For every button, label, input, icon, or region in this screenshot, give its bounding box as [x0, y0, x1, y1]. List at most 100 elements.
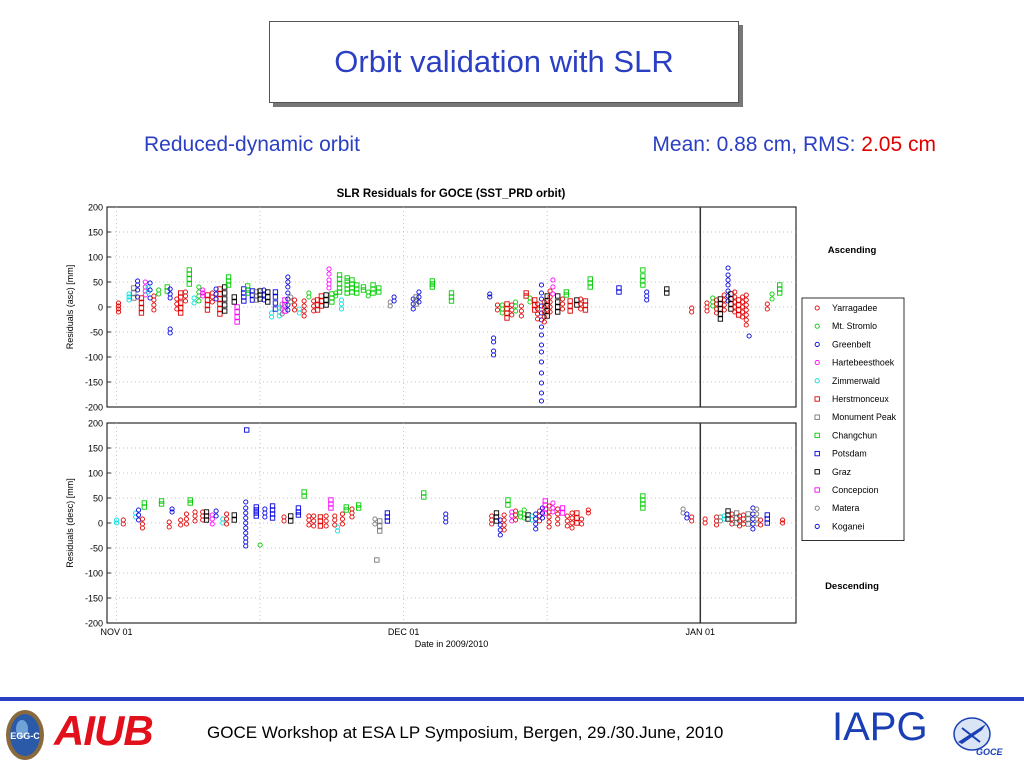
data-point — [559, 296, 566, 302]
data-point — [489, 513, 495, 519]
data-point — [538, 370, 545, 376]
data-point — [538, 398, 545, 404]
legend-entry: Yarragadee — [832, 303, 877, 313]
data-point — [374, 557, 380, 563]
data-point — [314, 302, 321, 308]
data-point — [135, 278, 141, 284]
stats-prefix: Mean: 0.88 cm, RMS: — [652, 133, 862, 156]
chart-title: SLR Residuals for GOCE (SST_PRD orbit) — [337, 188, 566, 200]
data-point — [213, 508, 219, 514]
data-point — [538, 380, 545, 386]
data-point — [138, 305, 145, 311]
data-point — [209, 299, 215, 305]
data-point — [231, 299, 237, 305]
data-point — [317, 523, 324, 529]
legend-entry: Graz — [832, 467, 851, 477]
panel-label-ascending: Ascending — [828, 245, 877, 256]
data-point — [323, 518, 329, 524]
data-point — [253, 504, 259, 510]
data-point — [585, 507, 591, 513]
data-point — [269, 503, 276, 509]
egg-c-logo-icon: EGG-C — [6, 710, 44, 760]
data-point — [296, 306, 302, 312]
x-tick-label: NOV 01 — [101, 627, 133, 637]
legend-entry: Zimmerwald — [832, 376, 880, 386]
data-point — [491, 348, 497, 354]
legend-marker — [814, 305, 820, 311]
data-point — [178, 290, 184, 296]
data-point — [234, 314, 240, 320]
data-point — [372, 516, 378, 522]
data-point — [147, 287, 153, 293]
iapg-logo: IAPG — [832, 705, 928, 749]
data-point — [323, 523, 329, 529]
data-point — [535, 301, 541, 307]
data-point — [288, 299, 294, 305]
data-point — [243, 499, 249, 505]
y-tick-label: -100 — [85, 353, 103, 363]
data-point — [664, 286, 670, 292]
data-point — [587, 276, 593, 282]
data-point — [166, 519, 172, 525]
data-point — [183, 521, 189, 527]
data-point — [139, 516, 145, 522]
data-point — [416, 294, 422, 300]
data-point — [735, 302, 742, 308]
y-tick-label: 150 — [88, 228, 103, 238]
data-point — [231, 294, 237, 300]
data-point — [311, 518, 317, 524]
data-point — [174, 306, 180, 312]
legend-marker — [814, 341, 820, 347]
data-point — [429, 278, 436, 284]
data-point — [764, 301, 770, 307]
data-point — [416, 299, 422, 305]
data-point — [200, 509, 206, 515]
data-point — [538, 349, 545, 355]
data-point — [147, 295, 153, 301]
data-point — [702, 516, 708, 522]
y-tick-label: 200 — [88, 419, 103, 429]
legend-marker — [814, 523, 820, 529]
y-tick-label: -50 — [90, 328, 103, 338]
data-point — [758, 522, 764, 528]
data-point — [443, 511, 449, 517]
data-point — [151, 307, 157, 313]
x-axis-label: Date in 2009/2010 — [415, 639, 489, 649]
data-point — [301, 313, 307, 319]
data-point — [301, 308, 307, 314]
data-point — [349, 506, 355, 512]
data-point — [538, 303, 545, 309]
data-point — [384, 510, 391, 516]
data-point — [725, 288, 731, 294]
data-point — [448, 290, 455, 296]
data-point — [285, 290, 291, 296]
data-point — [743, 302, 749, 308]
data-point — [732, 294, 738, 300]
data-point — [729, 521, 735, 527]
data-point — [569, 510, 575, 516]
data-point — [306, 513, 312, 519]
y-axis-label: Residuals (asc) [mm] — [65, 265, 75, 350]
data-point — [739, 314, 745, 320]
legend-entry: Potsdam — [832, 449, 867, 459]
data-point — [187, 500, 193, 506]
data-point — [559, 505, 566, 511]
data-point — [139, 521, 145, 527]
data-point — [213, 513, 219, 519]
data-point — [578, 296, 584, 302]
data-point — [314, 297, 321, 303]
data-point — [138, 300, 145, 306]
data-point — [115, 300, 122, 306]
data-point — [780, 517, 786, 523]
slide-title: Orbit validation with SLR — [334, 44, 674, 79]
data-point — [262, 506, 268, 512]
y-axis-label: Residuals (desc) [mm] — [65, 478, 75, 568]
data-point — [338, 297, 345, 303]
data-point — [335, 524, 341, 530]
data-point — [523, 293, 529, 299]
data-point — [253, 289, 259, 295]
data-point — [178, 522, 184, 528]
data-point — [377, 518, 383, 524]
data-point — [120, 517, 126, 523]
data-point — [578, 301, 584, 307]
